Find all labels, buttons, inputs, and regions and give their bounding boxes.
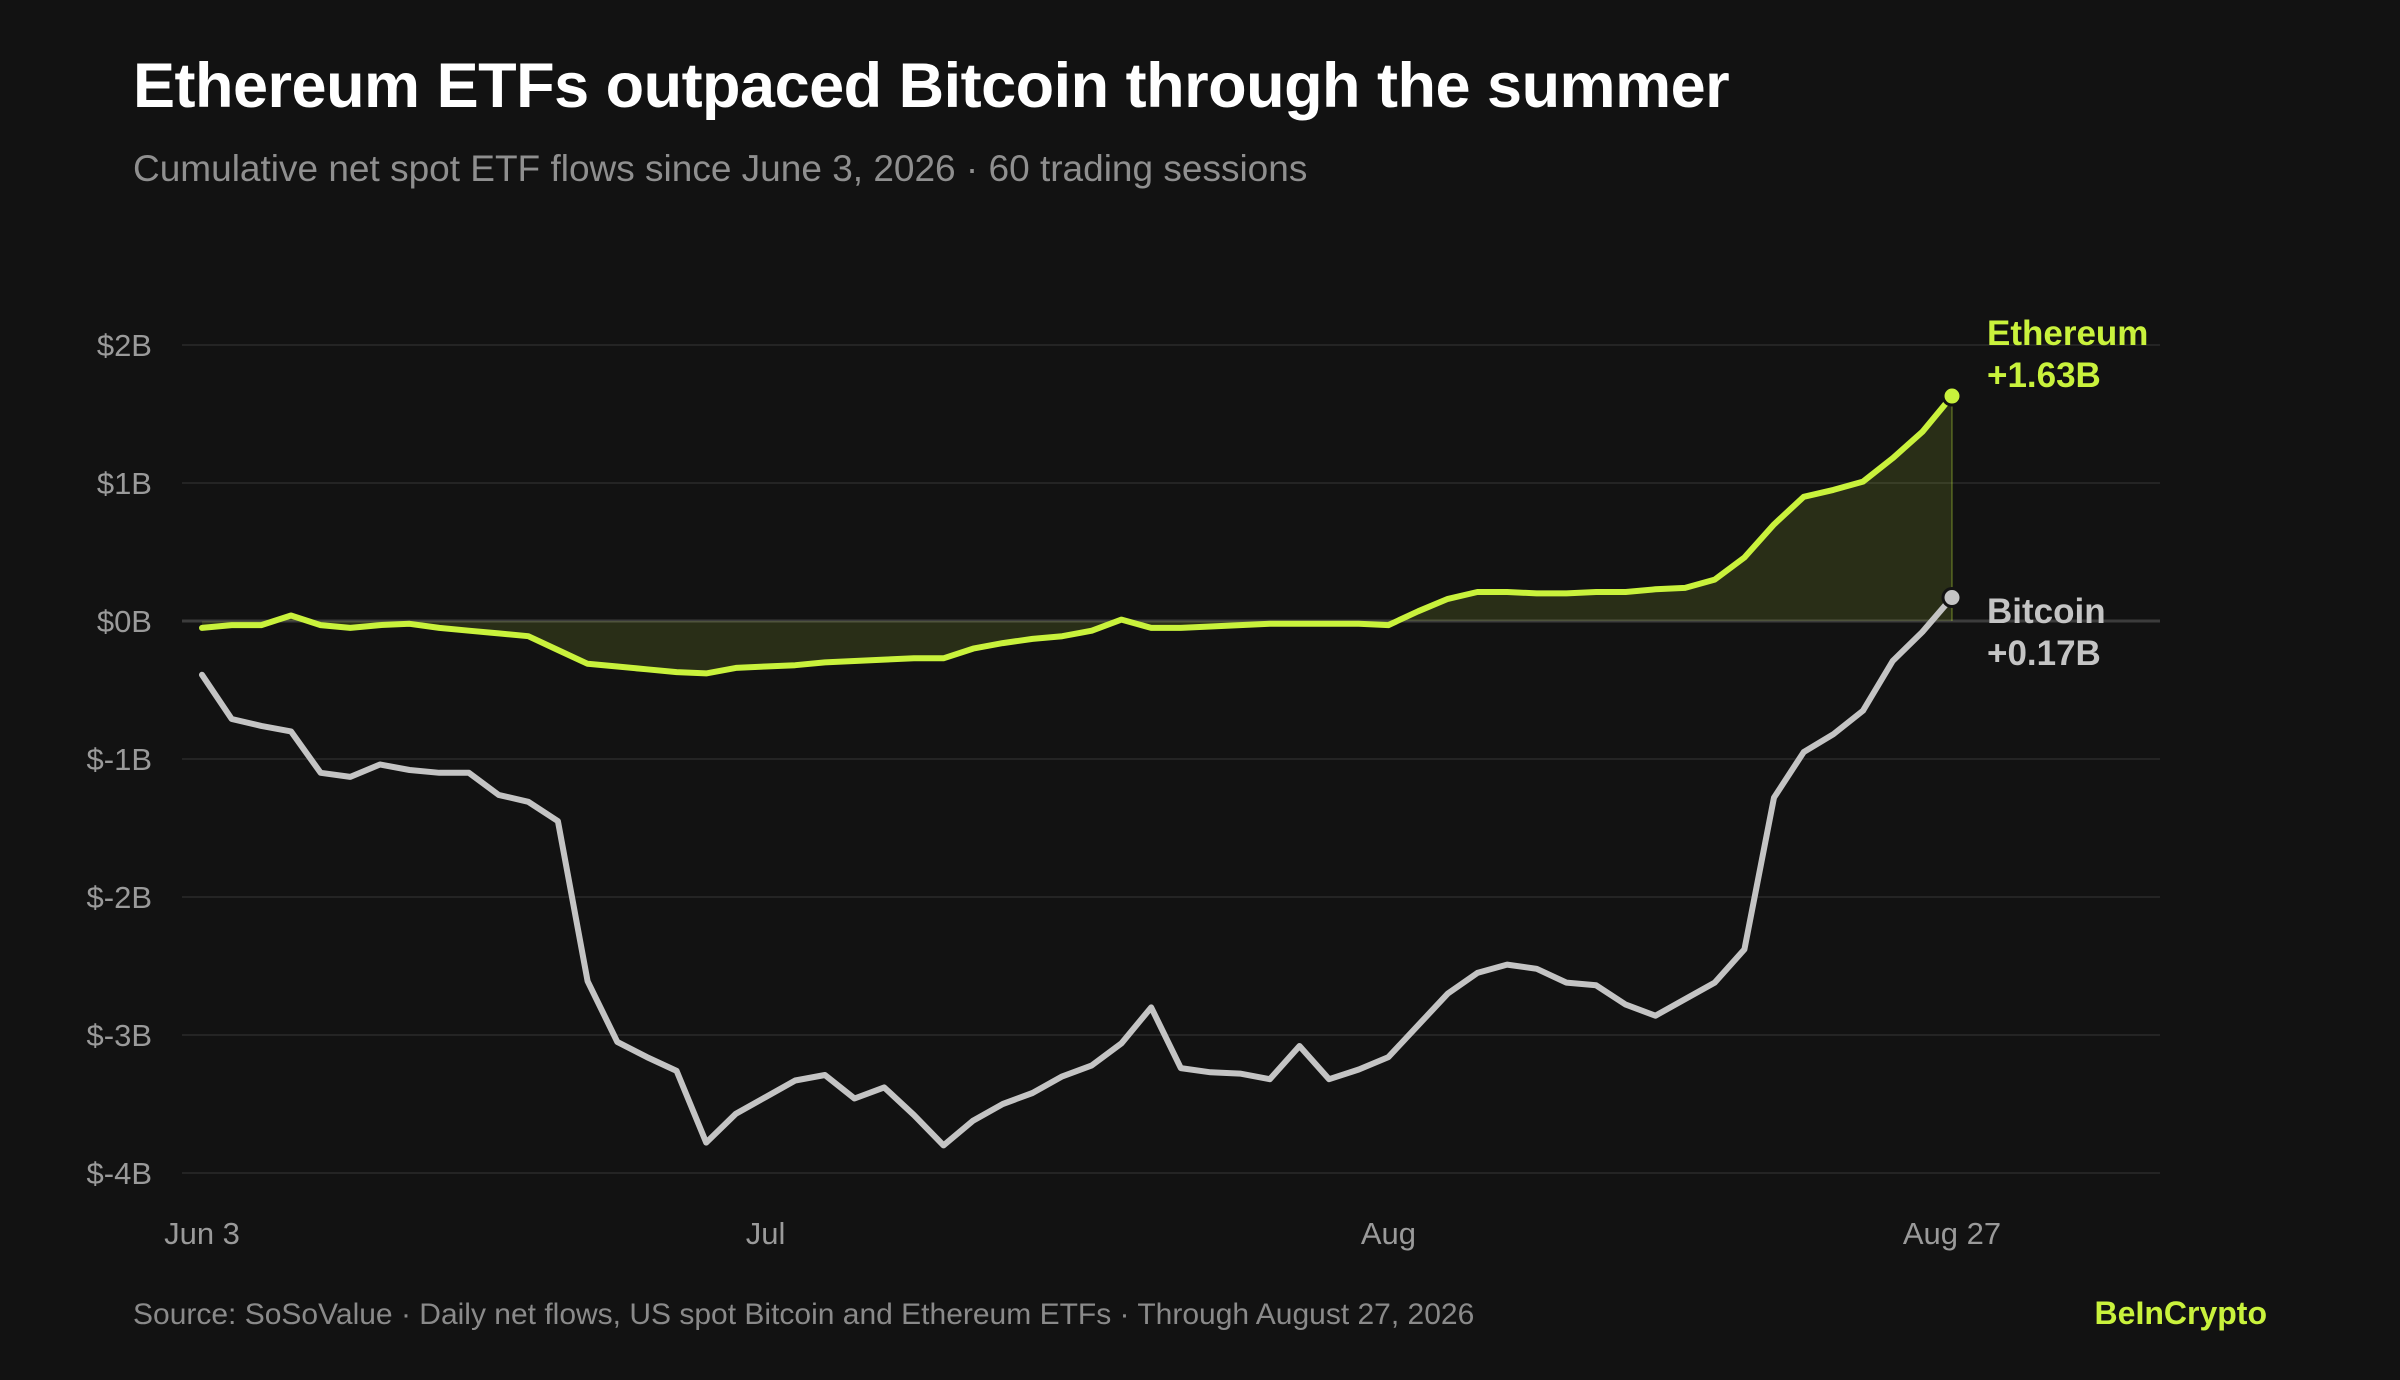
y-tick-label: $-3B <box>87 1018 152 1053</box>
ethereum-series-line <box>199 393 1955 677</box>
ethereum-end-point <box>1941 385 1963 407</box>
bitcoin-end-point <box>1941 587 1963 609</box>
grid-lines <box>182 344 2160 1174</box>
chart-title: Ethereum ETFs outpaced Bitcoin through t… <box>133 51 1730 121</box>
x-tick-label: Aug <box>1361 1216 1416 1251</box>
y-tick-label: $-4B <box>87 1156 152 1191</box>
y-tick-label: $-1B <box>87 742 152 777</box>
y-tick-label: $0B <box>97 604 152 639</box>
brand-logo: BeInCrypto <box>2094 1295 2267 1331</box>
ethereum-series-name: Ethereum <box>1987 314 2148 353</box>
y-tick-label: $1B <box>97 466 152 501</box>
chart-subtitle: Cumulative net spot ETF flows since June… <box>133 148 1308 189</box>
end-points <box>1941 385 1963 609</box>
ethereum-end-value-label: +1.63B <box>1987 356 2101 395</box>
bitcoin-series-name: Bitcoin <box>1987 592 2106 631</box>
x-tick-label: Jul <box>746 1216 786 1251</box>
area-fills <box>202 396 1953 674</box>
y-axis-tick-labels: $2B $1B $0B $-1B $-2B $-3B $-4B <box>87 328 152 1191</box>
source-note: Source: SoSoValue · Daily net flows, US … <box>133 1298 1475 1331</box>
bitcoin-series-line <box>199 594 1955 1149</box>
y-tick-label: $2B <box>97 328 152 363</box>
series-lines <box>199 393 1955 1149</box>
x-tick-label: Jun 3 <box>164 1216 240 1251</box>
x-axis-tick-labels: Jun 3 Jul Aug Aug 27 <box>164 1216 2001 1251</box>
x-tick-label: Aug 27 <box>1903 1216 2001 1251</box>
bitcoin-end-value-label: +0.17B <box>1987 634 2101 673</box>
end-labels: Bitcoin+0.17B Ethereum+1.63B <box>1987 314 2148 673</box>
ethereum-area-fill <box>202 396 1952 674</box>
y-tick-label: $-2B <box>87 880 152 915</box>
